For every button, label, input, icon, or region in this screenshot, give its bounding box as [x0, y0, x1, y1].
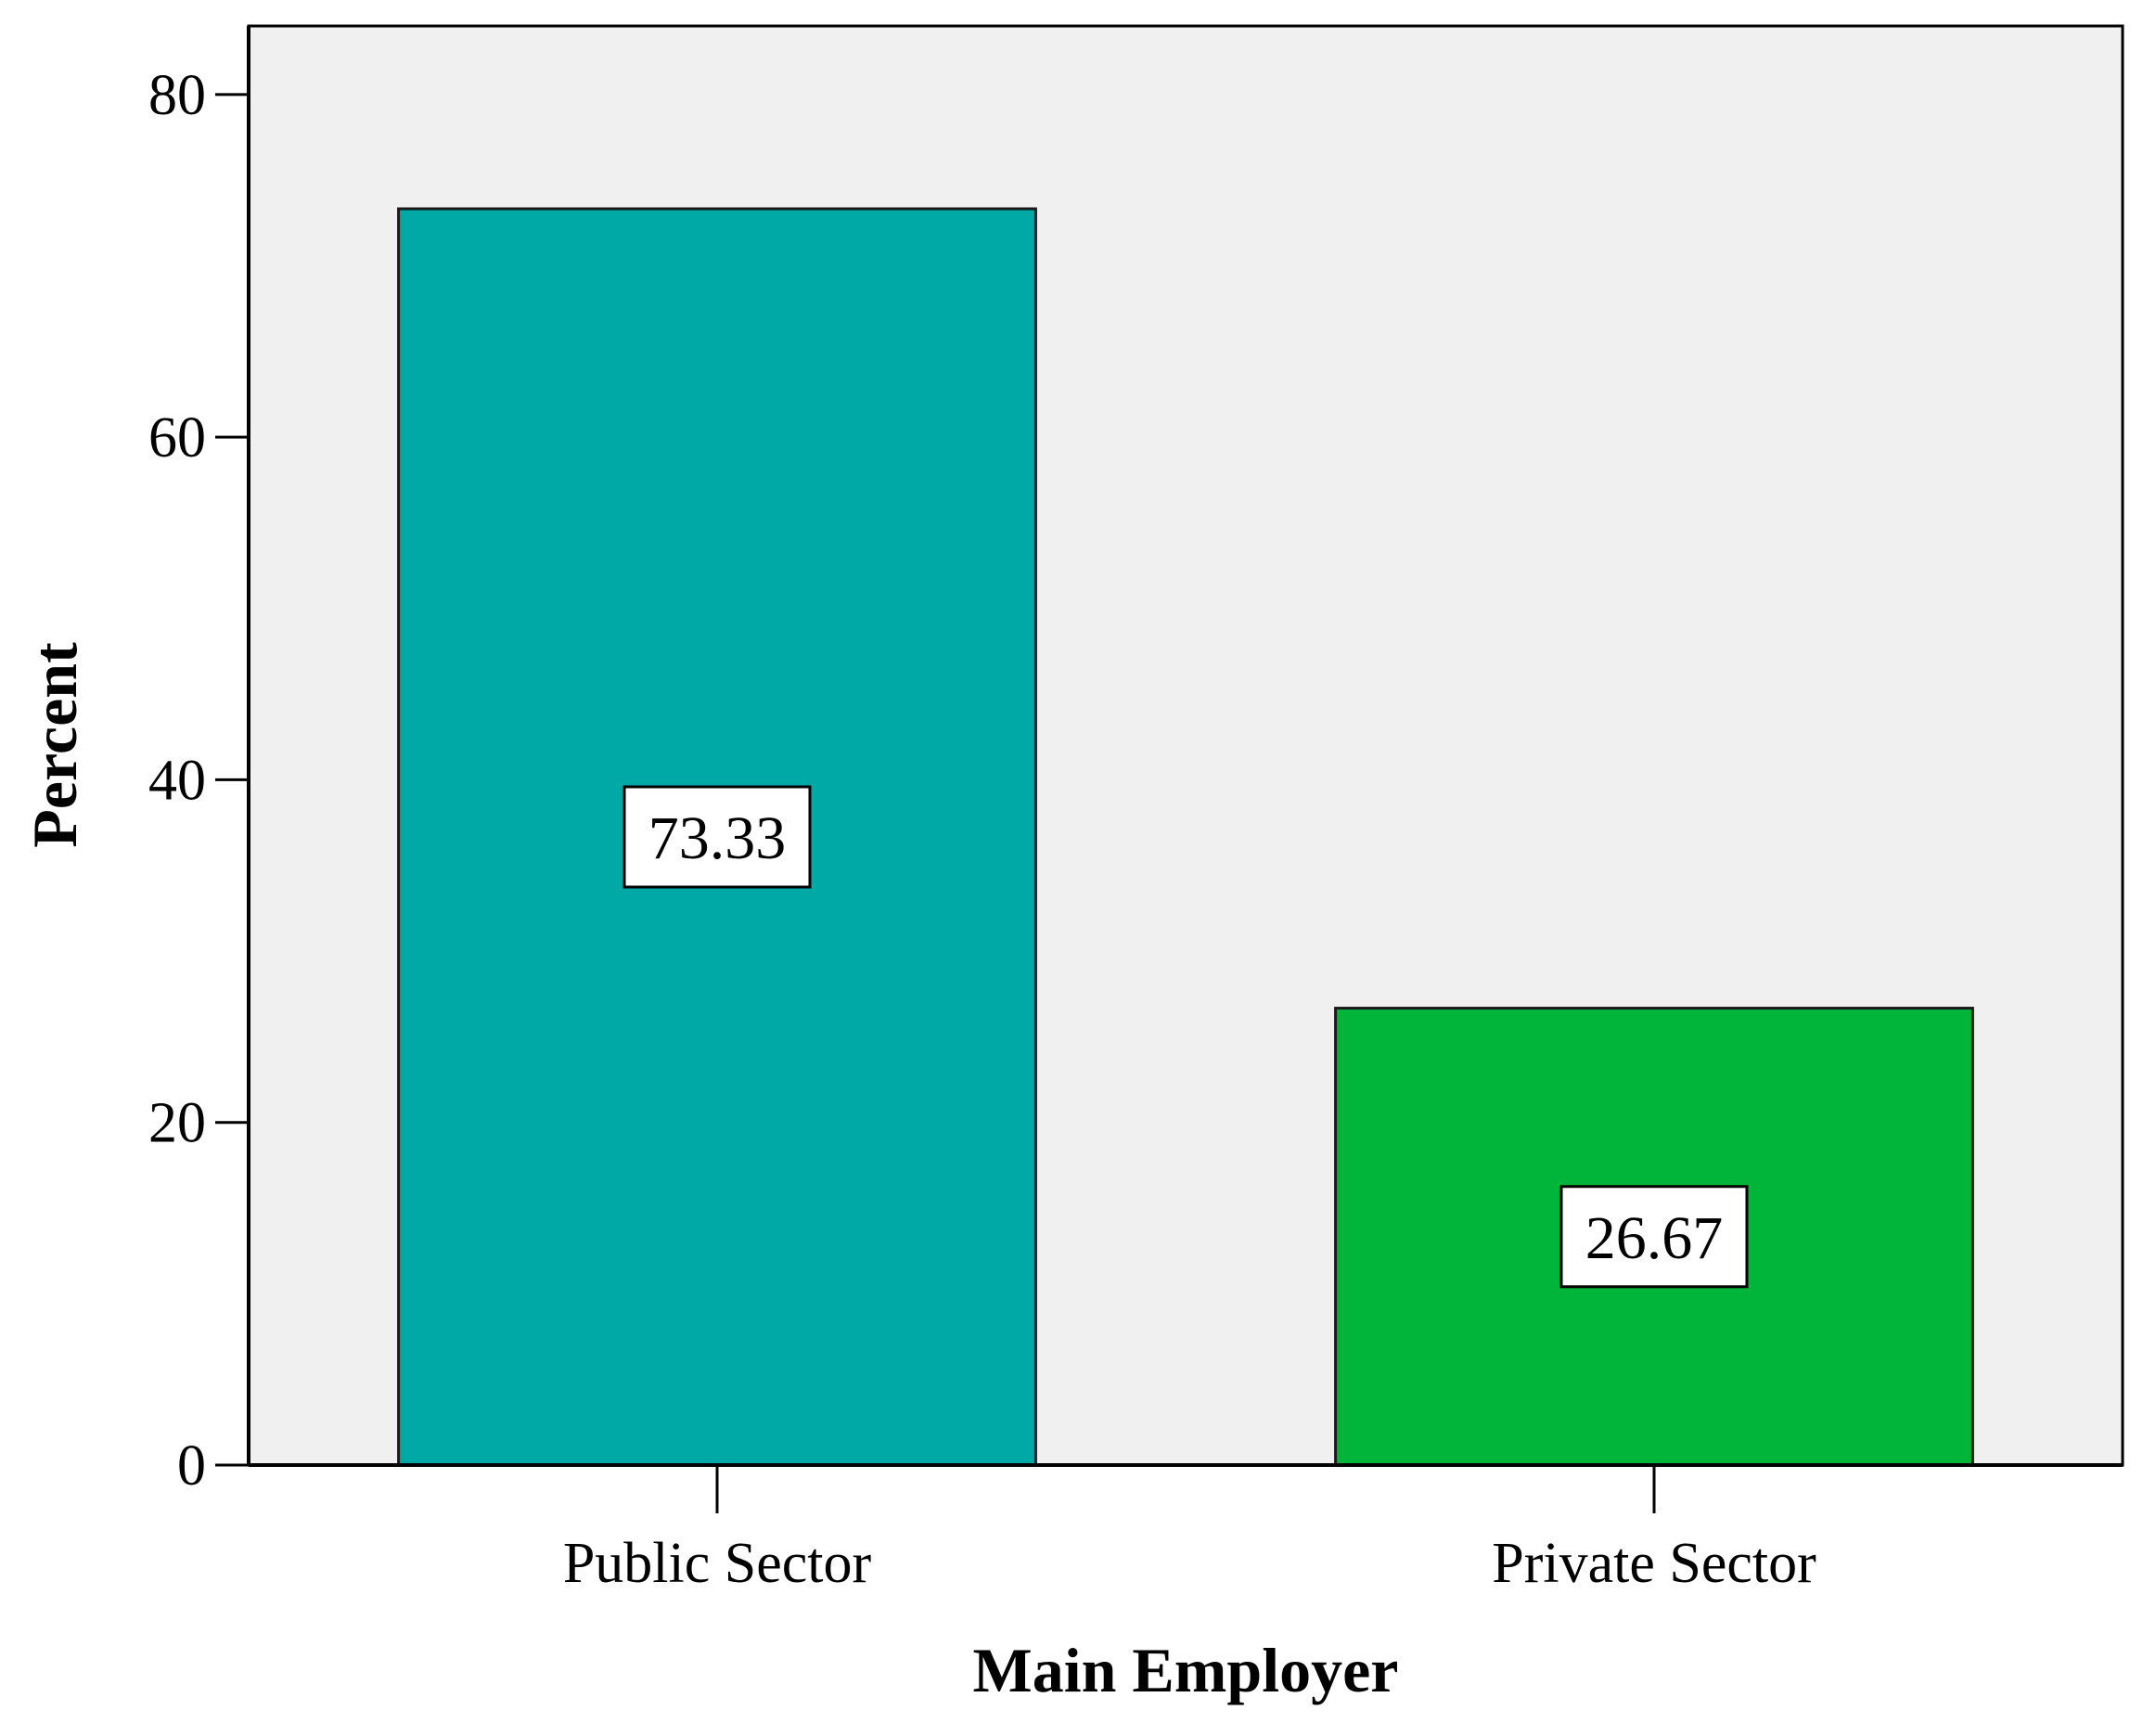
y-tick-label: 60	[148, 406, 206, 469]
y-tick-label: 20	[148, 1092, 206, 1155]
y-tick-label: 40	[148, 749, 206, 812]
data-label: 73.33	[648, 804, 787, 872]
x-tick-label: Public Sector	[563, 1532, 872, 1595]
x-axis-title: Main Employer	[973, 1635, 1399, 1705]
data-label-box	[622, 785, 812, 889]
data-label: 26.67	[1585, 1204, 1724, 1272]
data-label-box	[1559, 1185, 1749, 1289]
x-tick-label: Private Sector	[1492, 1532, 1816, 1595]
y-tick-label: 0	[177, 1434, 206, 1498]
y-axis-title: Percent	[19, 642, 90, 848]
y-tick-label: 80	[148, 64, 206, 127]
